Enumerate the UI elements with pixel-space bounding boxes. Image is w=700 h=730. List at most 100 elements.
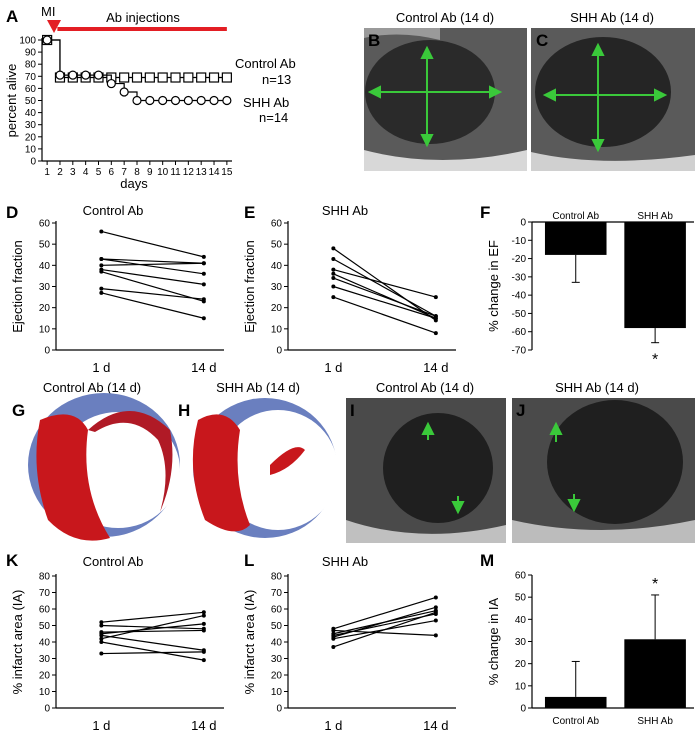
data-point (433, 331, 438, 336)
echo-cavity (535, 37, 671, 147)
y-tick-label: 0 (44, 704, 50, 715)
x-tick-label: 5 (96, 167, 102, 178)
panel-h-title: SHH Ab (14 d) (216, 380, 300, 395)
x-tick-label: 14 d (423, 360, 448, 375)
data-point (99, 269, 104, 274)
paired-line (101, 634, 204, 651)
data-point (331, 295, 336, 300)
paired-line (101, 623, 204, 635)
y-tick-label: 50 (39, 240, 51, 251)
y-tick-label: -40 (512, 291, 527, 302)
chart-title: SHH Ab (322, 203, 368, 218)
y-tick-label: -60 (512, 327, 527, 338)
panel-j-title: SHH Ab (14 d) (555, 380, 639, 395)
y-tick-label: 70 (271, 588, 283, 599)
data-point (331, 271, 336, 276)
data-point (201, 271, 206, 276)
data-point (201, 316, 206, 321)
shh-data-point (145, 95, 155, 106)
y-tick-label: 10 (39, 687, 51, 698)
paired-line (101, 262, 204, 266)
paired-line (333, 285, 437, 319)
x-tick-label: 4 (83, 167, 89, 178)
category-label: SHH Ab (637, 211, 673, 222)
y-tick-label: 70 (39, 588, 51, 599)
control-data-point (183, 72, 194, 83)
y-tick-label: 30 (515, 637, 527, 648)
wall-arrows-icon (421, 421, 465, 515)
data-point (99, 640, 104, 644)
control-data-point (208, 72, 220, 83)
x-tick-label: 1 d (92, 360, 110, 375)
y-tick-label: 0 (276, 704, 282, 715)
shh-data-point (209, 95, 219, 106)
shh-data-point (158, 95, 168, 106)
echo-wall (531, 152, 695, 171)
panel-g-title: Control Ab (14 d) (43, 380, 141, 395)
x-tick-label: 2 (57, 167, 63, 178)
data-point (99, 229, 104, 234)
y-tick-label: 70 (25, 72, 37, 83)
paired-line (333, 258, 437, 317)
data-point (433, 610, 438, 615)
y-axis-label: percent alive (4, 64, 19, 138)
y-tick-label: 50 (25, 96, 37, 107)
panel-e-ef-shh-chart: E SHH Ab 0 10 20 30 40 50 60 1 d 14 d Ejection f… (242, 203, 456, 375)
y-tick-label: 20 (515, 659, 527, 670)
shh-survival-line (47, 39, 227, 102)
control-data-point (157, 72, 168, 83)
mi-annotation: MI (41, 4, 55, 19)
y-tick-label: 80 (39, 572, 51, 583)
x-tick-label: 9 (147, 167, 153, 178)
shh-data-point (170, 95, 181, 106)
y-tick-label: -50 (512, 309, 527, 320)
data-point (331, 628, 336, 633)
y-tick-label: 40 (515, 615, 527, 626)
y-tick-label: 100 (19, 36, 36, 47)
chart-title: Control Ab (83, 203, 144, 218)
x-tick-label: 1 d (92, 718, 110, 730)
x-tick-label: 14 (208, 167, 220, 178)
y-tick-label: 80 (271, 572, 283, 583)
panel-label-l: L (244, 551, 254, 570)
y-tick-label: 60 (39, 605, 51, 616)
shh-data-point (81, 70, 91, 80)
data-point (433, 633, 438, 638)
y-tick-label: 30 (271, 654, 283, 665)
data-point (99, 256, 104, 261)
y-tick-label: 30 (39, 282, 51, 293)
paired-line (333, 268, 436, 298)
y-tick-label: 60 (271, 605, 283, 616)
control-data-point (196, 72, 207, 83)
data-point (201, 254, 206, 259)
control-data-point (131, 72, 143, 83)
panel-label-d: D (6, 203, 18, 222)
panel-c-title: SHH Ab (14 d) (570, 10, 654, 25)
plot-area (42, 27, 232, 106)
data-point (433, 295, 438, 300)
y-axis-label: % change in IA (486, 597, 501, 685)
y-tick-label: 0 (44, 346, 50, 357)
panel-label-m: M (480, 551, 494, 570)
dimension-arrows-icon (367, 45, 503, 148)
data-point (99, 623, 104, 628)
data-point (99, 290, 104, 295)
panel-g-histology-image: Control Ab (14 d) G (12, 380, 180, 541)
data-point (331, 636, 336, 641)
paired-line (101, 651, 204, 655)
data-point (99, 286, 104, 291)
x-tick-label: 1 d (324, 360, 342, 375)
x-tick-label: 3 (70, 167, 76, 178)
data-point (331, 256, 336, 261)
chart-title: Control Ab (83, 554, 144, 569)
y-tick-label: 50 (515, 593, 527, 604)
panel-label-k: K (6, 551, 19, 570)
control-data-point (144, 72, 155, 83)
y-tick-label: 60 (25, 84, 37, 95)
y-axis-label: Ejection fraction (242, 240, 257, 333)
paired-line (101, 611, 204, 623)
panel-b-echo-image: B Control Ab (14 d) (364, 10, 527, 171)
heart-muscle (192, 414, 250, 532)
y-tick-label: 20 (271, 303, 283, 314)
